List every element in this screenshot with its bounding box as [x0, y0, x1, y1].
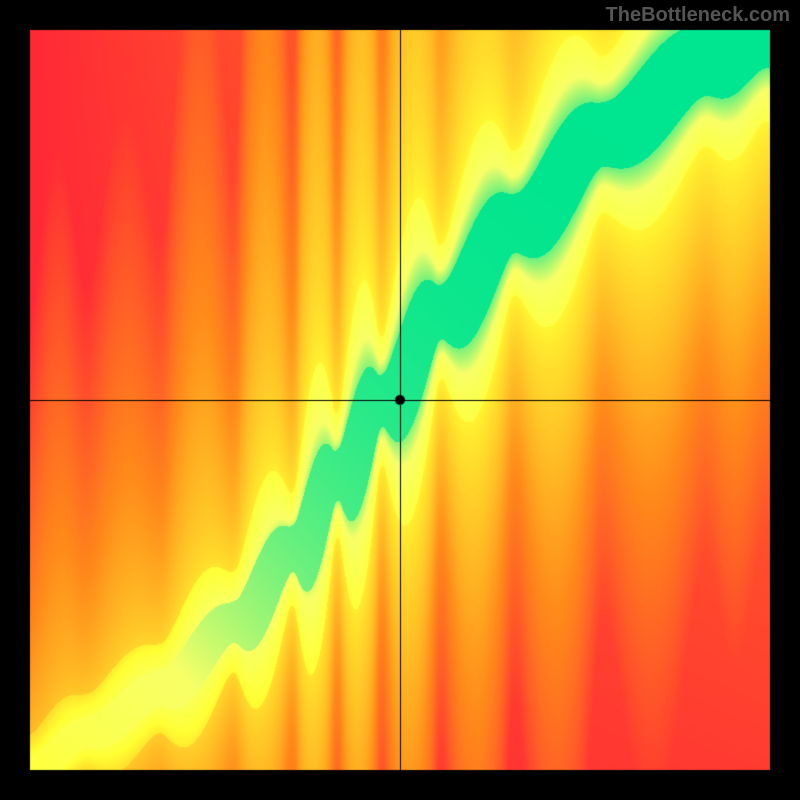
watermark-text: TheBottleneck.com [606, 4, 790, 27]
heatmap-canvas [0, 0, 800, 800]
chart-container: TheBottleneck.com [0, 0, 800, 800]
